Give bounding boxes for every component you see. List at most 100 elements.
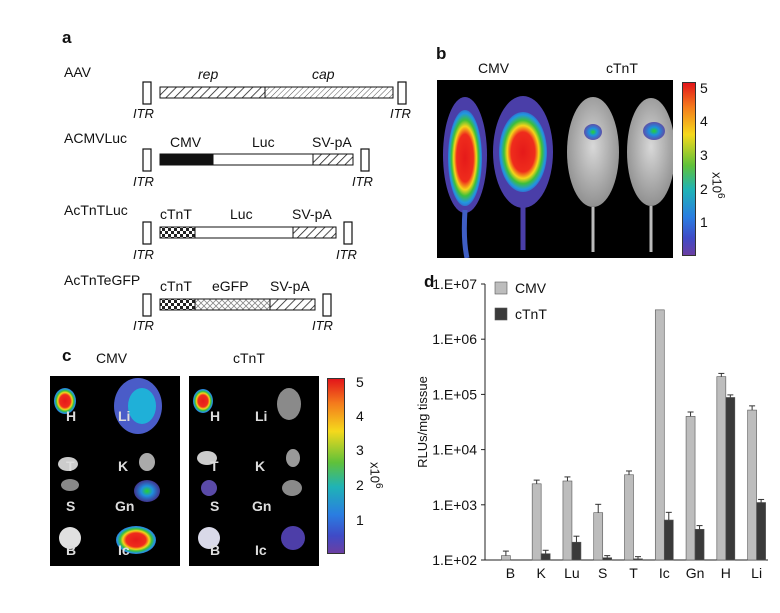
x-tick-label: S — [598, 565, 607, 581]
actntluc-luc-segment — [194, 226, 294, 239]
panel-c-tick-4: 4 — [356, 408, 364, 424]
y-tick-label: 1.E+03 — [432, 497, 477, 513]
panel-b-tick-5: 5 — [700, 80, 708, 96]
actntegfp-egfp-segment — [194, 298, 271, 311]
bar-ctnt-t — [633, 558, 643, 561]
construct-name-aav: AAV — [64, 64, 91, 80]
x-tick-label: Gn — [686, 565, 705, 581]
panel-b-tick-2: 2 — [700, 181, 708, 197]
panel-b-mouse-image — [437, 80, 673, 258]
bar-cmv-t — [624, 474, 634, 561]
panel-b-letter: b — [436, 44, 447, 63]
y-tick-label: 1.E+07 — [432, 276, 477, 292]
y-axis-label: RLUs/mg tissue — [415, 376, 430, 468]
panel-c-group-cmv: CMV — [96, 350, 128, 366]
x-tick-label: K — [536, 565, 546, 581]
bar-ctnt-li — [756, 502, 766, 561]
acmvluc-svpa-label: SV-pA — [312, 134, 352, 150]
actntluc-itr-right — [343, 221, 353, 245]
panel-b-tick-1: 1 — [700, 214, 708, 230]
aav-cap-label: cap — [312, 66, 335, 82]
bar-ctnt-ic — [663, 519, 674, 561]
legend-swatch-cmv — [494, 281, 508, 295]
panel-c-cmv-organ-t: T — [66, 458, 75, 474]
actntegfp-ctnt-segment — [159, 298, 196, 311]
panel-b-colorbar — [682, 82, 696, 256]
acmvluc-cmv-label: CMV — [170, 134, 202, 150]
actntluc-ctnt-segment — [159, 226, 196, 239]
y-tick-label: 1.E+06 — [432, 331, 477, 347]
actntegfp-egfp-label: eGFP — [212, 278, 249, 294]
bar-ctnt-h — [725, 397, 736, 561]
panel-c-tick-3: 3 — [356, 442, 364, 458]
panel-b-tick-3: 3 — [700, 147, 708, 163]
cmv-mouse-1 — [443, 97, 487, 258]
x-tick-label: B — [506, 565, 515, 581]
panel-c-tick-1: 1 — [356, 512, 364, 528]
bar-cmv-lu — [562, 480, 573, 561]
legend-label-cmv: CMV — [515, 280, 547, 296]
actntegfp-itr-right — [322, 293, 332, 317]
acmvluc-luc-label: Luc — [252, 134, 275, 150]
x-tick-label: Li — [751, 565, 762, 581]
actntluc-itr-left-label: ITR — [133, 247, 154, 262]
aav-itr-left — [142, 81, 152, 105]
actntegfp-ctnt-label: cTnT — [160, 278, 192, 294]
acmvluc-itr-left-label: ITR — [133, 174, 154, 189]
panel-c-cmv-organ-k: K — [118, 458, 129, 474]
y-tick-label: 1.E+05 — [432, 386, 477, 402]
panel-b-scale-unit: x106 — [710, 172, 726, 199]
panel-d-letter: d — [424, 272, 435, 291]
panel-b-scale-unit-exp: 6 — [715, 192, 726, 199]
actntegfp-svpa-label: SV-pA — [270, 278, 310, 294]
cmv-mouse-2 — [493, 96, 553, 250]
aav-itr-right — [397, 81, 407, 105]
actntluc-ctnt-label: cTnT — [160, 206, 192, 222]
acmvluc-svpa-segment — [312, 153, 354, 166]
panel-b-group-ctnt: cTnT — [606, 60, 638, 76]
construct-name-actntegfp: AcTnTeGFP — [64, 272, 141, 288]
bar-cmv-li — [747, 409, 757, 561]
panel-c-cmv-organ-h: H — [66, 408, 77, 424]
panel-c-ctnt-organ-li: Li — [255, 408, 268, 424]
actntluc-svpa-segment — [292, 226, 337, 239]
aav-itr-right-label: ITR — [390, 106, 411, 121]
x-tick-label: T — [629, 565, 638, 581]
ctnt-mouse-1 — [567, 97, 619, 252]
panel-c-letter: c — [62, 346, 72, 365]
panel-c-ctnt-organ-k: K — [255, 458, 266, 474]
aav-rep-segment — [159, 86, 266, 99]
construct-name-acmvluc: ACMVLuc — [64, 130, 128, 146]
actntegfp-itr-right-label: ITR — [312, 318, 333, 333]
panel-d-bar-chart: 1.E+07 1.E+06 1.E+05 1.E+04 1.E+03 1.E+02 RLUs… — [415, 276, 768, 581]
panel-c-cmv-organ-gn: Gn — [115, 498, 135, 514]
actntegfp-itr-left — [142, 293, 152, 317]
bar-cmv-s — [593, 512, 604, 561]
panel-a-constructs — [142, 81, 407, 317]
actntluc-itr-left — [142, 221, 152, 245]
panel-c-cmv-organs — [50, 376, 180, 566]
actntegfp-itr-left-label: ITR — [133, 318, 154, 333]
bar-cmv-b — [501, 555, 511, 561]
panel-c-ctnt-organ-s: S — [210, 498, 220, 514]
panel-c-ctnt-organ-h: H — [210, 408, 221, 424]
panel-b-tick-4: 4 — [700, 113, 708, 129]
bar-ctnt-gn — [694, 528, 705, 561]
panel-c-tick-5: 5 — [356, 374, 364, 390]
construct-name-actntluc: AcTnTLuc — [64, 202, 128, 218]
acmvluc-itr-left — [142, 148, 152, 172]
bar-cmv-k — [531, 483, 542, 561]
x-tick-label: H — [721, 565, 731, 581]
panel-c-cmv-organ-s: S — [66, 498, 76, 514]
panel-c-ctnt-organ-ic: Ic — [255, 542, 267, 558]
bar-ctnt-s — [602, 557, 613, 561]
panel-c-ctnt-organ-gn: Gn — [252, 498, 272, 514]
actntluc-luc-label: Luc — [230, 206, 253, 222]
legend-label-ctnt: cTnT — [515, 306, 547, 322]
panel-c-cmv-organ-ic: Ic — [118, 542, 130, 558]
legend-swatch-ctnt — [494, 307, 508, 321]
panel-b-group-cmv: CMV — [478, 60, 510, 76]
aav-cap-segment — [264, 86, 394, 99]
panel-c-ctnt-organ-b: B — [210, 542, 221, 558]
aav-rep-label: rep — [198, 66, 219, 82]
